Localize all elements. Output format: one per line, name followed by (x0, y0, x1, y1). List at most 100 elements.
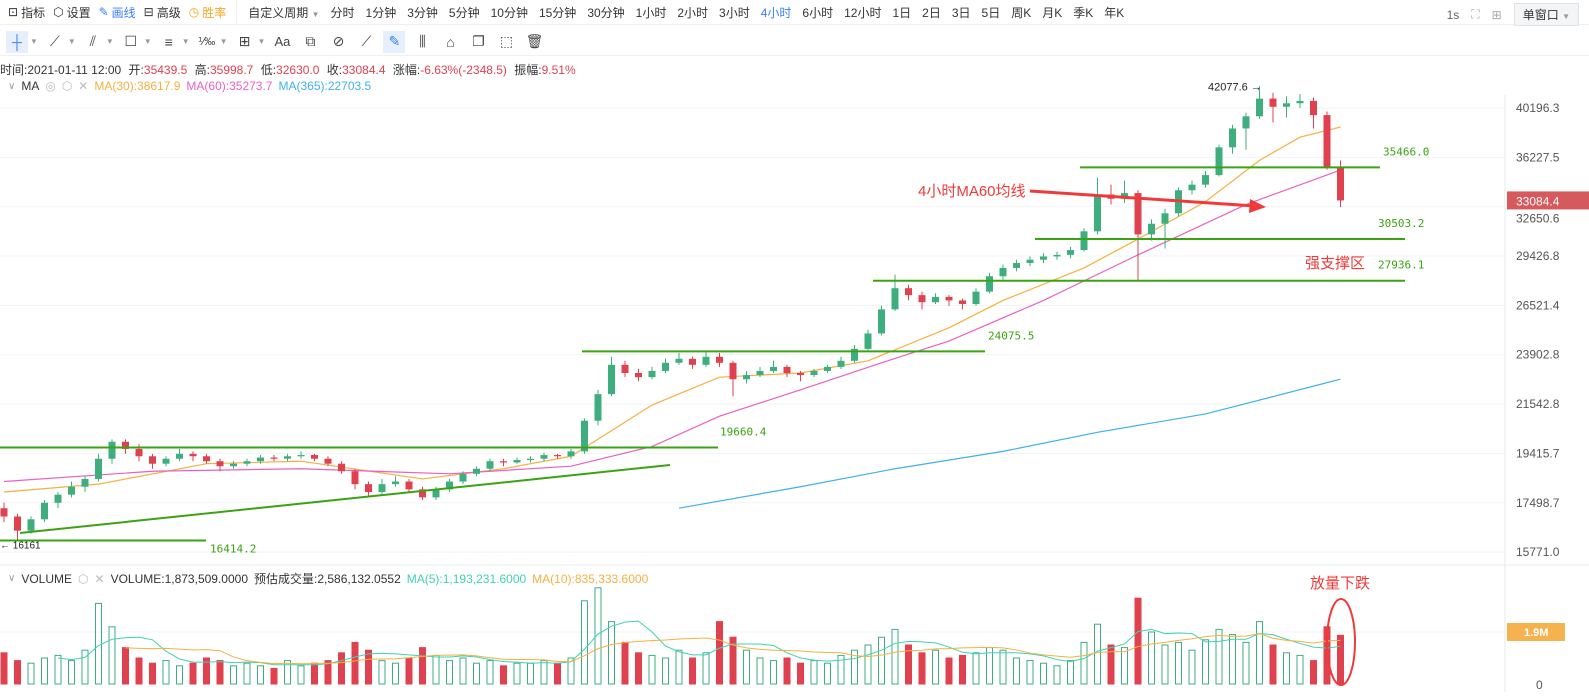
volume-bar (81, 649, 89, 685)
add-window-icon[interactable]: ⊞ (1491, 7, 1502, 22)
collapse-icon[interactable]: ∨ (8, 80, 16, 92)
caret-down-icon[interactable]: ▼ (143, 37, 152, 46)
period-12[interactable]: 12小时 (844, 5, 882, 20)
window-mode-label: 单窗口 (1522, 8, 1559, 22)
caret-down-icon[interactable]: ▼ (219, 37, 228, 46)
parallel-line-icon[interactable]: ⫽ (89, 33, 96, 49)
collapse-icon[interactable]: ∨ (8, 573, 16, 584)
period-13[interactable]: 1日 (892, 5, 912, 20)
screenshot-icon[interactable]: ⬚ (499, 33, 514, 49)
period-6[interactable]: 30分钟 (587, 5, 625, 20)
fib-icon[interactable]: ≡ (164, 33, 173, 50)
period-1[interactable]: 1分钟 (365, 5, 397, 20)
draw-pen-icon[interactable]: ✎ (383, 30, 406, 53)
candle-body (567, 451, 575, 457)
y-tick-label: 32650.6 (1516, 211, 1560, 225)
max-price-marker: 42077.6 → (1208, 81, 1262, 93)
candle-body (1013, 262, 1020, 268)
trash-icon[interactable]: 🗑 (525, 33, 544, 49)
period-16[interactable]: 5日 (981, 5, 1001, 20)
magnet-icon[interactable]: ⧉ (305, 33, 316, 49)
period-10[interactable]: 4小时 (760, 5, 792, 20)
ruler-icon[interactable]: ⟋ (361, 33, 372, 49)
period-5[interactable]: 15分钟 (538, 5, 577, 20)
candle-body (932, 296, 939, 303)
period-17[interactable]: 周K (1011, 5, 1032, 20)
volume-bar (1094, 623, 1101, 685)
candle-body (972, 291, 980, 304)
y-tick-label: 17498.7 (1516, 496, 1560, 510)
candle-body (662, 362, 669, 371)
caret-down-icon[interactable]: ▼ (257, 37, 266, 46)
gear-icon[interactable]: ⬡ (61, 79, 73, 93)
candle-body (365, 484, 372, 493)
period-15[interactable]: 3日 (951, 5, 971, 20)
interval-label[interactable]: 1s (1446, 7, 1460, 22)
period-8[interactable]: 2小时 (677, 5, 709, 20)
volume-bar (189, 662, 197, 685)
volume-bar (554, 662, 561, 685)
crosshair-icon[interactable]: ┼ (6, 30, 28, 53)
period-2[interactable]: 3分钟 (407, 5, 438, 20)
bars-icon[interactable]: ⫼ (419, 33, 426, 49)
window-mode-dropdown[interactable]: 单窗口 ▼ (1513, 3, 1579, 26)
settings-button[interactable]: ⬡ 设置 (53, 4, 91, 21)
caret-down-icon[interactable]: ▼ (30, 37, 38, 46)
volume-bar (473, 662, 480, 685)
caret-down-icon[interactable]: ▼ (181, 37, 190, 46)
close-icon[interactable]: ✕ (78, 79, 89, 93)
link-icon[interactable]: ⊘ (332, 33, 345, 49)
eye-icon[interactable]: ◎ (45, 79, 56, 93)
advanced-button[interactable]: ⊟ 高级 (144, 4, 181, 21)
line-icon[interactable]: ⟋ (50, 33, 60, 49)
gear-icon[interactable]: ⬡ (78, 571, 89, 586)
volume-bar (959, 654, 966, 685)
custom-period-dropdown[interactable]: 自定义周期 ▼ (248, 4, 319, 21)
period-11[interactable]: 6小时 (802, 5, 834, 20)
ratio-icon[interactable]: ⅟‰ (197, 36, 216, 48)
indicator-label: 指标 (21, 5, 46, 20)
fullscreen-icon[interactable]: ⛶ (1471, 7, 1480, 21)
volume-ma5-line (57, 620, 1341, 666)
period-14[interactable]: 2日 (922, 5, 941, 20)
candle-body (1256, 98, 1263, 117)
period-0[interactable]: 分时 (330, 5, 355, 20)
caret-down-icon[interactable]: ▼ (67, 37, 76, 46)
period-3[interactable]: 5分钟 (448, 5, 480, 20)
text-icon[interactable]: Aa (274, 34, 291, 49)
volume-bar (635, 652, 642, 685)
period-19[interactable]: 季K (1073, 5, 1094, 20)
volume-bar (972, 652, 980, 685)
candle-body (810, 370, 818, 376)
volume-zero-label: 0 (1536, 678, 1543, 692)
period-4[interactable]: 10分钟 (490, 5, 528, 20)
period-18[interactable]: 月K (1042, 5, 1063, 20)
candle-body (1202, 175, 1209, 185)
copy-icon[interactable]: ❐ (472, 33, 485, 49)
volume-bar (459, 657, 467, 685)
candle-body (270, 457, 278, 459)
open-label: 开: (128, 63, 144, 77)
candle-body (1296, 100, 1304, 104)
period-9[interactable]: 3小时 (719, 5, 750, 20)
draw-button[interactable]: ✎ 画线 (99, 4, 136, 21)
winrate-button[interactable]: ◷ 胜率 (189, 4, 227, 21)
change-value: -6.63%(-2348.5) (420, 63, 507, 77)
period-7[interactable]: 1小时 (635, 5, 667, 20)
candle-body (1337, 167, 1344, 201)
lock-icon[interactable]: ⌂ (446, 33, 455, 50)
volume-bar (770, 660, 777, 685)
candle-body (203, 456, 210, 462)
indicator-button[interactable]: ⊡ 指标 (8, 4, 45, 21)
candle-body (540, 455, 548, 459)
arrow-head-icon (1249, 199, 1266, 213)
caret-down-icon[interactable]: ▼ (105, 37, 114, 46)
close-icon[interactable]: ✕ (94, 571, 105, 586)
rectangle-icon[interactable]: ☐ (124, 33, 138, 49)
period-20[interactable]: 年K (1104, 5, 1125, 20)
candle-body (419, 489, 426, 498)
candle-body (513, 459, 521, 463)
measure-icon[interactable]: ⊞ (238, 33, 251, 49)
y-tick-label: 36227.5 (1516, 150, 1560, 164)
